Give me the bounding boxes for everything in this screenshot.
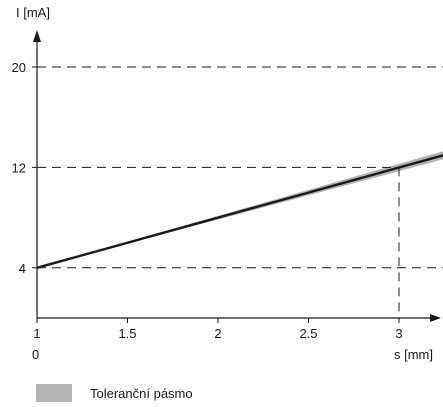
- tick-labels: 11.522.533.544.5541220: [12, 60, 403, 341]
- y-axis-arrow: [33, 30, 41, 42]
- legend-swatch: [36, 384, 72, 402]
- tolerance-band-layer: [37, 151, 443, 268]
- x-axis-arrow: [430, 314, 441, 322]
- series-layer: [36, 154, 443, 269]
- tolerance-band: [37, 151, 443, 268]
- y-tick-label: 12: [12, 160, 26, 175]
- reference-lines: [37, 66, 443, 318]
- y-tick-label: 4: [19, 261, 26, 276]
- y-axis-label: I [mA]: [16, 5, 50, 20]
- y-tick-label: 20: [12, 60, 26, 75]
- x-tick-label: 1.5: [118, 326, 136, 341]
- x-tick-label: 3: [395, 326, 402, 341]
- series-line-0: [36, 154, 443, 269]
- x-tick-label: 2.5: [299, 326, 317, 341]
- x-tick-label: 1: [33, 326, 40, 341]
- origin-label: 0: [32, 347, 39, 362]
- x-axis-label: s [mm]: [394, 347, 433, 362]
- legend: Toleranční pásmo: [36, 384, 193, 402]
- legend-label: Toleranční pásmo: [90, 385, 193, 401]
- axes: [32, 30, 441, 323]
- x-tick-label: 2: [214, 326, 221, 341]
